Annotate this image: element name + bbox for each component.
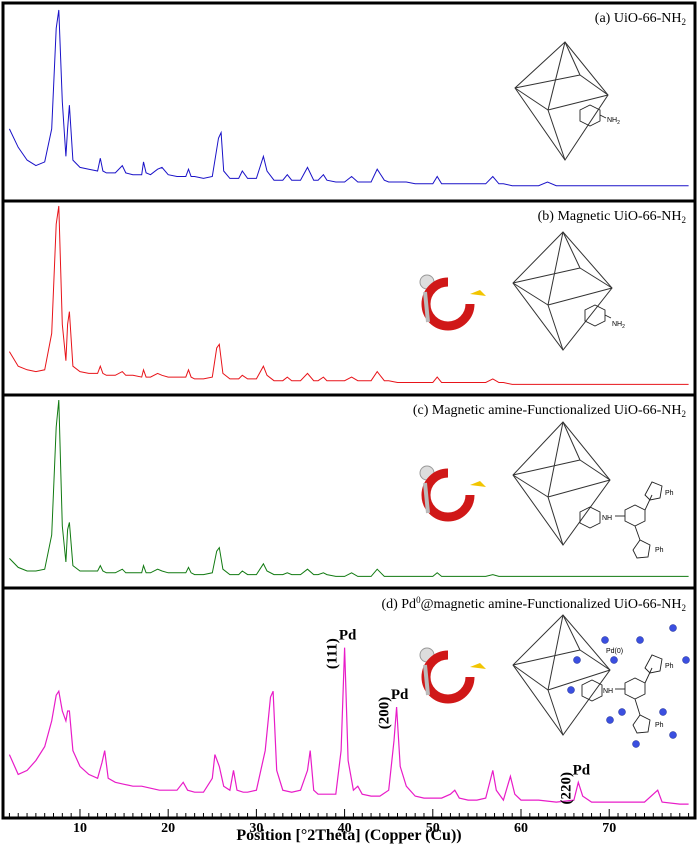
panel-c-title: (c) Magnetic amine-Functionalized UiO-66… (413, 403, 686, 419)
triazine-nh-c: NH (602, 515, 612, 522)
x-axis-title: Position [°2Theta] (Copper (Cu)) (236, 827, 461, 844)
octahedron-a (514, 41, 609, 161)
octahedron-d (512, 614, 611, 736)
panel-c-frame (1, 393, 697, 590)
octahedron-b (512, 231, 613, 351)
x-tick-label: 60 (514, 821, 528, 836)
triazine-structure-d (581, 654, 663, 734)
amine-structure-a (579, 104, 607, 127)
ph-label-c1: Ph (665, 490, 674, 497)
peak-hkl-1: (111) (325, 638, 341, 669)
x-tick-label: 70 (602, 821, 616, 836)
triazine-structure-c (579, 481, 663, 559)
peak-label-pd-1: Pd (339, 628, 357, 644)
pd-nanoparticles (567, 624, 690, 748)
peak-label-pd-3: Pd (573, 762, 591, 778)
panel-d-frame (1, 586, 697, 820)
series-line-c (9, 399, 689, 577)
series-line-d (8, 647, 689, 805)
peak-hkl-2: (200) (377, 697, 393, 730)
pd0-label: Pd(0) (606, 648, 623, 655)
ph-label-d2: Ph (655, 722, 664, 729)
series-line-b (8, 205, 689, 385)
magnet-icon-b (419, 274, 486, 331)
peak-label-pd-2: Pd (391, 687, 409, 703)
x-tick-label: 30 (249, 821, 263, 836)
panel-a-title: (a) UiO-66-NH2 (595, 11, 686, 27)
panel-d-title: (d) Pd0@magnetic amine-Functionalized Ui… (381, 595, 686, 613)
triazine-nh-d: NH (603, 688, 613, 695)
x-axis: 10 20 30 40 50 60 70 (8, 809, 690, 836)
x-tick-label: 40 (338, 821, 352, 836)
peak-hkl-3: (220) (558, 772, 574, 805)
panel-b-frame (1, 199, 697, 397)
ph-label-c2: Ph (655, 547, 664, 554)
panel-a-frame (1, 1, 697, 203)
amine-structure-b (584, 304, 612, 327)
ph-label-d1: Ph (665, 663, 674, 670)
series-line-a (8, 9, 689, 187)
magnet-icon-d (419, 647, 486, 704)
x-tick-label: 10 (73, 821, 87, 836)
magnet-icon-c (419, 465, 486, 522)
peak-labels: Pd(111)Pd(200)Pd(220) (325, 628, 591, 805)
x-tick-label: 50 (426, 821, 440, 836)
amine-label-b: NH2 (612, 321, 625, 330)
octahedron-c (512, 421, 611, 546)
amine-label-a: NH2 (607, 117, 620, 126)
panel-b-title: (b) Magnetic UiO-66-NH2 (538, 209, 686, 225)
x-tick-label: 20 (161, 821, 175, 836)
